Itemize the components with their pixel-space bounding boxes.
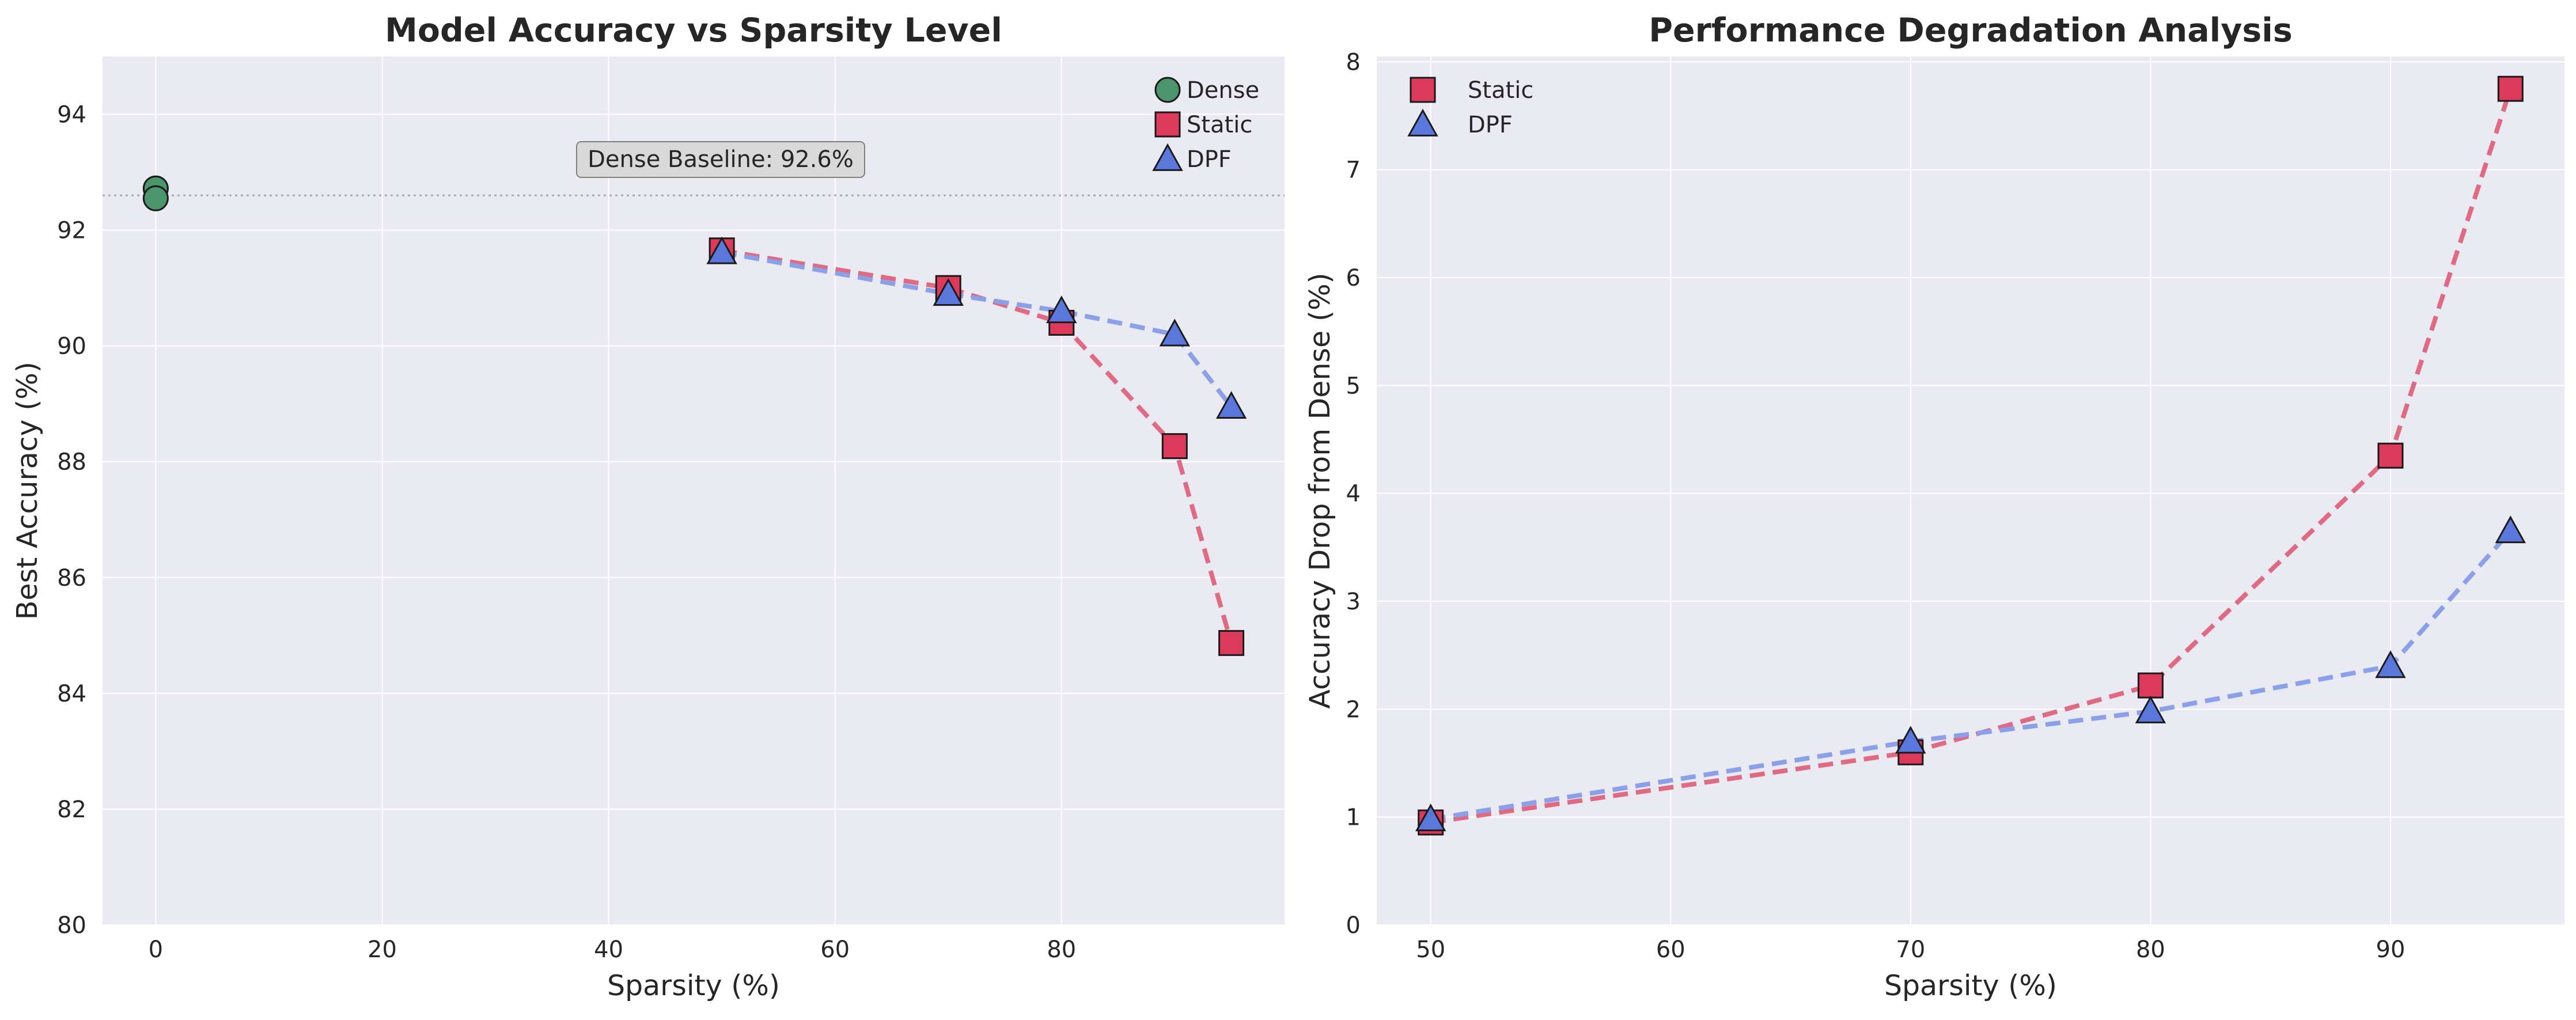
plot-area <box>103 56 1285 925</box>
x-tick-label: 80 <box>1047 936 1076 963</box>
static-point <box>2137 672 2164 699</box>
dpf-point <box>2375 650 2406 678</box>
y-tick-label: 92 <box>57 218 86 244</box>
y-tick-label: 82 <box>57 797 86 823</box>
y-tick-label: 8 <box>1346 49 1361 75</box>
x-tick-label: 50 <box>1416 936 1445 963</box>
static-series-line <box>1430 88 2513 825</box>
dpf-point <box>1895 726 1926 754</box>
y-tick-label: 2 <box>1346 696 1361 723</box>
y-tick-label: 4 <box>1346 481 1361 507</box>
series-markers <box>142 175 1247 656</box>
chart-title: Model Accuracy vs Sparsity Level <box>385 12 1002 50</box>
x-axis-label: Sparsity (%) <box>1884 969 2057 1002</box>
y-tick-label: 94 <box>57 102 86 128</box>
chart-title: Performance Degradation Analysis <box>1649 12 2293 50</box>
legend-label: Static <box>1468 77 1533 104</box>
static-legend-marker <box>1154 111 1181 138</box>
series-markers <box>1415 75 2526 836</box>
x-tick-labels: 50 60 70 80 90 <box>1416 936 2405 963</box>
legend-label: DPF <box>1187 146 1232 173</box>
plot-area <box>1377 56 2564 925</box>
dpf-point <box>2135 695 2166 723</box>
dpf-series-line <box>721 249 1233 408</box>
dpf-point <box>933 278 964 306</box>
x-tick-label: 80 <box>2136 936 2165 963</box>
dpf-point <box>1215 390 1247 419</box>
x-tick-label: 60 <box>1656 936 1685 963</box>
legend: Static DPF <box>1407 77 1533 138</box>
x-axis-label: Sparsity (%) <box>607 969 780 1002</box>
x-tick-label: 20 <box>368 936 397 963</box>
legend-item-static: Static <box>1410 77 1533 104</box>
x-tick-label: 90 <box>2376 936 2405 963</box>
x-tick-label: 60 <box>820 936 850 963</box>
x-tick-label: 70 <box>1896 936 1925 963</box>
legend-item-dense: Dense <box>1154 77 1259 104</box>
accuracy-chart: 0 20 40 60 80 80 82 84 86 88 90 92 94 Dense Baselin… <box>11 12 1285 1002</box>
y-tick-label: 3 <box>1346 589 1361 615</box>
grid <box>1377 56 2564 926</box>
dpf-point <box>1415 803 1446 832</box>
annotation-text: Dense Baseline: 92.6% <box>588 146 854 173</box>
y-axis-label: Best Accuracy (%) <box>11 362 44 620</box>
y-tick-labels: 0 1 2 3 4 5 6 7 8 <box>1346 49 1361 939</box>
legend: Dense Static DPF <box>1152 77 1259 173</box>
annotation-box <box>576 141 865 178</box>
x-tick-labels: 0 20 40 60 80 <box>149 936 1077 963</box>
y-tick-label: 86 <box>57 565 86 591</box>
y-tick-labels: 80 82 84 86 88 90 92 94 <box>57 102 86 939</box>
legend-item-static: Static <box>1154 111 1252 138</box>
dense-point <box>142 185 169 211</box>
legend-label: DPF <box>1468 112 1513 138</box>
dense-legend-marker <box>1154 77 1181 103</box>
dpf-point <box>706 236 737 264</box>
legend-item-dpf: DPF <box>1407 108 1513 138</box>
y-tick-label: 1 <box>1346 805 1361 831</box>
degradation-chart: 50 60 70 80 90 0 1 2 3 4 5 6 7 8 Static DPF Performan… <box>1304 12 2564 1002</box>
y-tick-label: 0 <box>1346 912 1361 939</box>
static-point <box>2497 75 2524 102</box>
y-tick-label: 6 <box>1346 265 1361 291</box>
y-axis-label: Accuracy Drop from Dense (%) <box>1304 272 1336 708</box>
dpf-point <box>2495 515 2526 544</box>
legend-label: Static <box>1187 112 1252 138</box>
static-legend-marker <box>1410 77 1436 103</box>
static-point <box>2377 442 2404 469</box>
dpf-point <box>1159 318 1191 347</box>
dpf-legend-marker <box>1152 143 1183 171</box>
static-point <box>1161 433 1188 460</box>
y-tick-label: 90 <box>57 333 86 360</box>
x-tick-label: 40 <box>594 936 623 963</box>
y-tick-label: 88 <box>57 449 86 476</box>
dpf-legend-marker <box>1407 108 1438 136</box>
x-tick-label: 0 <box>149 936 163 963</box>
legend-label: Dense <box>1187 77 1259 104</box>
y-tick-label: 84 <box>57 681 86 707</box>
legend-item-dpf: DPF <box>1152 143 1232 173</box>
grid <box>103 56 1285 926</box>
y-tick-label: 5 <box>1346 373 1361 399</box>
static-point <box>1218 630 1245 656</box>
baseline-annotation: Dense Baseline: 92.6% <box>576 141 865 178</box>
y-tick-label: 80 <box>57 912 86 939</box>
dpf-point <box>1046 295 1077 324</box>
y-tick-label: 7 <box>1346 157 1361 184</box>
